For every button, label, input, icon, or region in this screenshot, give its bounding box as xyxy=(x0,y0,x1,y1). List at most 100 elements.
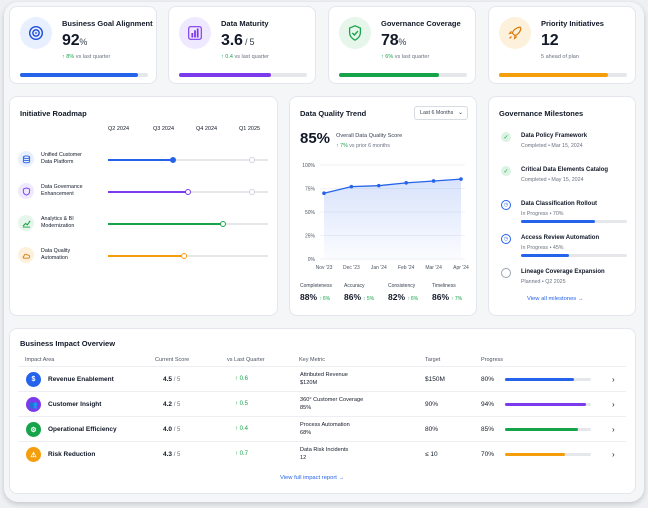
view-full-report-link[interactable]: View full impact report → xyxy=(280,475,345,481)
col-header: Impact Area xyxy=(25,357,55,363)
chevron-right-icon[interactable]: › xyxy=(612,400,615,409)
impact-delta: ↑ 0.4 xyxy=(235,426,249,432)
kpi-value: 78% xyxy=(381,32,407,49)
arrow-right-icon: → xyxy=(338,475,345,481)
quality-score-label: Overall Data Quality Score xyxy=(336,133,403,139)
bar-chart-icon xyxy=(179,17,211,49)
milestone-name: Critical Data Elements Catalog xyxy=(521,167,609,173)
y-tick-label: 50% xyxy=(305,210,316,216)
impact-progress-bar xyxy=(505,453,591,456)
kpi-progress-bar xyxy=(339,73,467,77)
roadmap-item-label: Analytics & BI Modernization xyxy=(41,216,75,229)
roadmap-item-governance[interactable]: Data Governance Enhancement xyxy=(18,181,108,201)
kpi-subtext: ↑ 6% vs last quarter xyxy=(381,54,430,60)
milestone-item[interactable]: ◷ Data Classification Rollout In Progress … xyxy=(501,200,631,228)
roadmap-item-label: Data Governance Enhancement xyxy=(41,184,83,197)
impact-target: $150M xyxy=(425,376,445,383)
milestone-name: Lineage Coverage Expansion xyxy=(521,269,605,275)
impact-row[interactable]: ⚠ Risk Reduction 4.3 / 5 ↑ 0.7 Data Risk Inc… xyxy=(18,441,626,466)
check-circle-icon: ✓ xyxy=(501,166,511,176)
impact-target: 90% xyxy=(425,401,439,408)
quality-score-delta: ↑ 7% vs prior 6 months xyxy=(336,143,390,149)
clock-icon: ◷ xyxy=(501,200,511,210)
impact-metric: Attributed Revenue $120M xyxy=(300,372,348,386)
impact-score: 4.2 / 5 xyxy=(163,401,181,408)
roadmap-item-analytics[interactable]: Analytics & BI Modernization xyxy=(18,213,108,233)
roadmap-item-quality[interactable]: Data Quality Automation xyxy=(18,245,108,265)
x-tick-label: Jan '24 xyxy=(371,265,387,271)
trend-point xyxy=(431,179,436,183)
roadmap-item-label: Data Quality Automation xyxy=(41,248,71,261)
roadmap-track xyxy=(108,189,268,195)
impact-metric: 360° Customer Coverage 85% xyxy=(300,397,364,411)
chevron-right-icon[interactable]: › xyxy=(612,375,615,384)
metric-timeliness: Timeliness 86% ↑ 7% xyxy=(432,283,463,302)
shield-icon xyxy=(18,183,34,199)
roadmap-track xyxy=(108,221,268,227)
kpi-progress-bar xyxy=(499,73,627,77)
cloud-icon xyxy=(18,247,34,263)
col-header: Progress xyxy=(481,357,504,363)
check-circle-icon: ✓ xyxy=(501,132,511,142)
chevron-right-icon[interactable]: › xyxy=(612,425,615,434)
y-tick-label: 75% xyxy=(305,187,316,193)
milestone-status: Planned • Q2 2025 xyxy=(521,279,566,285)
x-tick-label: Mar '24 xyxy=(425,265,442,271)
col-header: Current Score xyxy=(155,357,190,363)
x-tick-label: Feb '24 xyxy=(398,265,415,271)
milestone-item[interactable]: ✓ Data Policy Framework Completed • Mar 15… xyxy=(501,132,631,160)
kpi-title: Priority Initiatives xyxy=(541,19,604,28)
milestone-progress-bar xyxy=(521,254,627,257)
roadmap-title: Initiative Roadmap xyxy=(20,109,87,118)
impact-row[interactable]: ⚙ Operational Efficiency 4.0 / 5 ↑ 0.4 Proce… xyxy=(18,416,626,441)
impact-card: Business Impact Overview Impact Area Cur… xyxy=(9,328,636,494)
chevron-right-icon[interactable]: › xyxy=(612,450,615,459)
kpi-card-data-maturity[interactable]: Data Maturity 3.6 / 5 ↑ 0.4 vs last quar… xyxy=(168,6,316,84)
milestone-item[interactable]: ✓ Critical Data Elements Catalog Completed… xyxy=(501,166,631,194)
trend-area xyxy=(324,179,461,259)
milestone-item[interactable]: Lineage Coverage Expansion Planned • Q2 2… xyxy=(501,268,631,296)
roadmap-card: Initiative Roadmap Q2 2024 Q3 2024 Q4 20… xyxy=(9,96,278,316)
kpi-card-goal-alignment[interactable]: Business Goal Alignment 92% ↑ 8% vs last… xyxy=(9,6,157,84)
y-tick-label: 25% xyxy=(305,234,316,240)
metric-completeness: Completeness 88% ↑ 6% xyxy=(300,283,332,302)
impact-progress-bar xyxy=(505,378,591,381)
data-quality-card: Data Quality Trend Last 6 Months ⌄ 85% Ov… xyxy=(289,96,477,316)
milestone-name: Data Policy Framework xyxy=(521,133,588,139)
trend-point xyxy=(459,177,463,181)
impact-pct: 70% xyxy=(481,451,495,458)
trend-point xyxy=(349,184,354,189)
kpi-card-priority-initiatives[interactable]: Priority Initiatives 12 5 ahead of plan xyxy=(488,6,636,84)
trend-icon xyxy=(18,215,34,231)
kpi-card-governance-coverage[interactable]: Governance Coverage 78% ↑ 6% vs last qua… xyxy=(328,6,476,84)
kpi-title: Data Maturity xyxy=(221,19,269,28)
trend-point xyxy=(377,183,381,188)
impact-progress-bar xyxy=(505,403,591,406)
quarter-label: Q1 2025 xyxy=(239,126,261,132)
impact-target: ≤ 10 xyxy=(425,451,438,458)
impact-row[interactable]: $ Revenue Enablement 4.5 / 5 ↑ 0.6 Attribute… xyxy=(18,366,626,391)
clock-icon: ◷ xyxy=(501,234,511,244)
impact-metric: Data Risk Incidents 12 xyxy=(300,447,349,461)
impact-delta: ↑ 0.7 xyxy=(235,451,249,457)
impact-delta: ↑ 0.6 xyxy=(235,376,249,382)
range-dropdown[interactable]: Last 6 Months ⌄ xyxy=(414,106,468,120)
impact-score: 4.5 / 5 xyxy=(163,376,181,383)
dollar-icon: $ xyxy=(26,372,41,387)
impact-title: Business Impact Overview xyxy=(20,339,116,348)
milestone-progress-bar xyxy=(521,220,627,223)
milestone-name: Data Classification Rollout xyxy=(521,201,598,207)
impact-metric: Process Automation 68% xyxy=(300,422,350,436)
view-all-milestones-link[interactable]: View all milestones → xyxy=(527,296,584,302)
roadmap-item-customer-platform[interactable]: Unified Customer Data Platform xyxy=(18,149,108,169)
impact-area: Operational Efficiency xyxy=(48,426,117,433)
col-header: vs Last Quarter xyxy=(227,357,265,363)
impact-score: 4.0 / 5 xyxy=(163,426,181,433)
milestone-item[interactable]: ◷ Access Review Automation In Progress • 4… xyxy=(501,234,631,262)
impact-row[interactable]: 👥 Customer Insight 4.2 / 5 ↑ 0.5 360° Custom… xyxy=(18,391,626,416)
users-icon: 👥 xyxy=(26,397,41,412)
impact-area: Risk Reduction xyxy=(48,451,96,458)
impact-target: 80% xyxy=(425,426,439,433)
trend-point xyxy=(404,181,408,185)
metric-accuracy: Accuracy 86% ↑ 5% xyxy=(344,283,375,302)
